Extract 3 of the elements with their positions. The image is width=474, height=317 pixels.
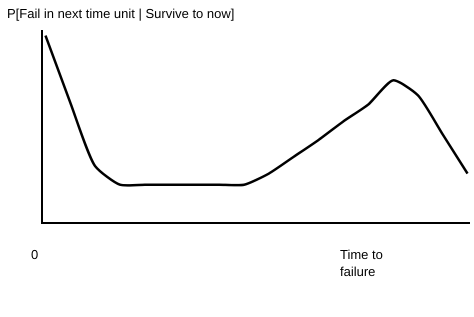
y-axis-title: P[Fail in next time unit | Survive to now] [7,6,234,21]
x-axis-title: Time to failure [340,247,383,279]
text: 0 [31,247,38,262]
